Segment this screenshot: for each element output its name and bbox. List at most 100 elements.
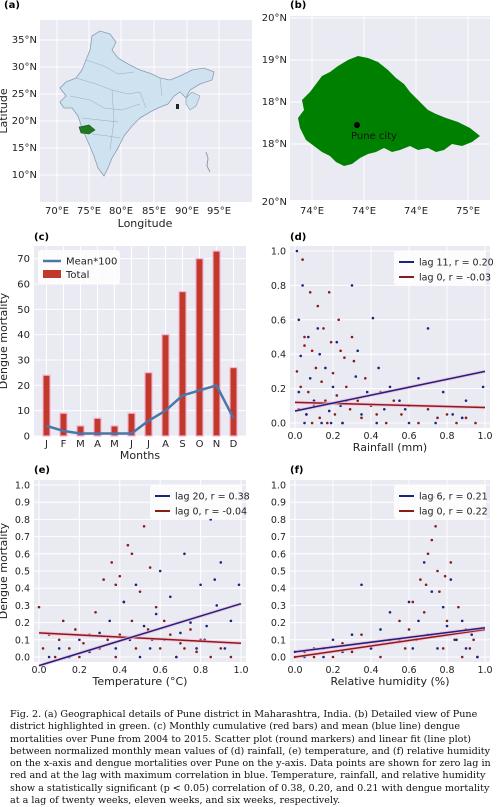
point-d-lagmax-20 <box>371 316 375 320</box>
ytick-label-f-8: 0.8 <box>271 515 286 526</box>
xtick-label-4: M <box>110 439 119 450</box>
point-d-lag0-48 <box>350 335 354 339</box>
point-d-lagmax-28 <box>441 390 445 394</box>
point-f-lagmax-3 <box>322 655 325 659</box>
map-a-xlabel: Longitude <box>118 217 173 230</box>
point-d-lag0-8 <box>310 421 314 425</box>
xtick-label-1: F <box>61 439 67 450</box>
ytick-label-c-2: 20 <box>17 381 30 392</box>
point-e-lag0-20 <box>130 619 134 623</box>
point-f-lag0-13 <box>407 628 411 631</box>
legend-bar-label: Total <box>65 270 89 281</box>
fit-line-e-lagmax <box>38 602 242 667</box>
ytick-label-f-7: 0.7 <box>271 532 286 543</box>
panel-f-label: (f) <box>290 465 304 476</box>
point-e-lag0-33 <box>189 628 192 631</box>
chart-e: 0.0 0.1 0.2 0.3 0.4 0.5 0.6 0.7 0.8 0.9 1.0 0.0 0.2 0… <box>0 480 250 688</box>
panel-b-label: (b) <box>290 0 306 11</box>
panel-d: (d) 0.0 0.2 0.4 0.6 0.8 1.0 0.0 0.2 0.4 0.6 0.8 1.0… <box>271 232 494 454</box>
point-e-lagmax-10 <box>134 583 138 587</box>
point-f-lag0-2 <box>312 655 316 659</box>
xtick-label-e-4: 0.8 <box>193 665 208 676</box>
legend-d <box>394 251 486 285</box>
point-d-lagmax-27 <box>426 327 430 330</box>
ytick-label-f-2: 0.2 <box>271 618 286 629</box>
point-d-lag0-24 <box>348 407 352 411</box>
xtick-label-d-0: 0.0 <box>287 431 302 442</box>
point-f-lag0-27 <box>460 655 464 659</box>
point-d-lag0-16 <box>326 421 329 425</box>
panel-e-label: (e) <box>34 465 50 476</box>
point-d-lagmax-37 <box>356 349 360 353</box>
legend-line-label: Mean*100 <box>66 257 117 268</box>
ytick-a-3: 20°N <box>12 116 37 127</box>
xtick-label-e-1: 0.2 <box>72 665 87 676</box>
panel-a-label: (a) <box>4 0 20 11</box>
xtick-label-7: A <box>162 439 169 450</box>
point-d-lag0-43 <box>303 335 306 339</box>
xtick-b-3: 75°E <box>456 206 480 217</box>
point-d-lag0-12 <box>318 416 322 420</box>
point-d-lag0-45 <box>329 340 333 344</box>
india-outline <box>59 30 215 177</box>
point-e-lag0-27 <box>158 647 162 650</box>
point-f-lag0-24 <box>449 561 453 564</box>
figure-caption: Fig. 2. (a) Geographical details of Pune… <box>10 709 492 807</box>
point-d-lagmax-2 <box>299 354 303 358</box>
xtick-label-d-4: 0.8 <box>439 431 454 442</box>
ytick-b-4: 20°N <box>262 197 287 208</box>
point-f-lag0-32 <box>430 538 434 542</box>
point-d-lagmax-40 <box>434 421 437 425</box>
point-e-lag0-26 <box>154 605 158 609</box>
point-e-lagmax-11 <box>138 655 142 659</box>
point-d-lagmax-35 <box>329 421 333 425</box>
point-d-lag0-20 <box>335 394 339 397</box>
point-d-lag0-37 <box>426 407 430 411</box>
bar-J-0 <box>42 374 51 437</box>
point-e-lag0-8 <box>78 655 81 659</box>
point-f-lagmax-6 <box>350 633 354 636</box>
bar-N-10 <box>212 250 221 437</box>
point-d-lag0-2 <box>299 385 303 389</box>
map-a-xticks: 70°E 75°E 80°E 85°E 90°E 95°E <box>45 206 231 217</box>
ytick-label-f-3: 0.3 <box>271 601 286 612</box>
point-e-lag0-24 <box>146 628 150 631</box>
point-f-lagmax-7 <box>360 583 363 587</box>
point-f-lag0-7 <box>360 633 363 636</box>
point-e-lag0-36 <box>209 655 212 659</box>
point-e-lag0-34 <box>195 650 198 654</box>
point-f-lag0-23 <box>445 619 449 623</box>
map-a-ylabel: Latitude <box>0 88 10 134</box>
xlabel-d: Rainfall (mm) <box>353 441 427 454</box>
bar-S-8 <box>178 291 187 437</box>
point-d-lagmax-41 <box>460 416 464 420</box>
ytick-label-d-1: 0.2 <box>271 384 286 395</box>
ytick-label-c-4: 40 <box>17 330 30 341</box>
point-d-lagmax-1 <box>297 390 301 394</box>
ytick-label-e-0: 0.0 <box>15 653 30 664</box>
point-e-lagmax-18 <box>175 655 178 659</box>
point-e-lagmax-31 <box>213 578 217 581</box>
point-e-lag0-29 <box>169 633 172 636</box>
point-d-lag0-28 <box>364 376 367 380</box>
point-f-lagmax-26 <box>476 655 479 659</box>
point-d-lagmax-14 <box>341 421 344 425</box>
point-f-lagmax-18 <box>436 647 439 650</box>
point-e-lag0-11 <box>94 610 97 614</box>
legend-label-e-0: lag 20, r = 0.38 <box>175 492 250 503</box>
ytick-label-f-1: 0.1 <box>271 635 286 646</box>
legend-label-e-1: lag 0, r = -0.04 <box>175 507 247 518</box>
xtick-b-2: 74°E <box>404 206 428 217</box>
point-e-lagmax-14 <box>154 612 158 616</box>
xtick-b-0: 74°E <box>300 206 324 217</box>
point-e-lagmax-20 <box>183 552 186 556</box>
point-d-lagmax-8 <box>316 327 320 330</box>
panel-e: (e) 0.00.10.20.30.40.50.60.70.80.91.00.0… <box>0 465 250 688</box>
point-d-lagmax-38 <box>375 421 379 425</box>
ytick-label-e-1: 0.1 <box>15 635 30 646</box>
point-d-lagmax-32 <box>297 318 301 322</box>
xtick-label-3: A <box>94 439 101 450</box>
point-e-lagmax-22 <box>195 647 198 650</box>
xtick-label-9: O <box>196 439 204 450</box>
xtick-label-d-1: 0.2 <box>325 431 340 442</box>
